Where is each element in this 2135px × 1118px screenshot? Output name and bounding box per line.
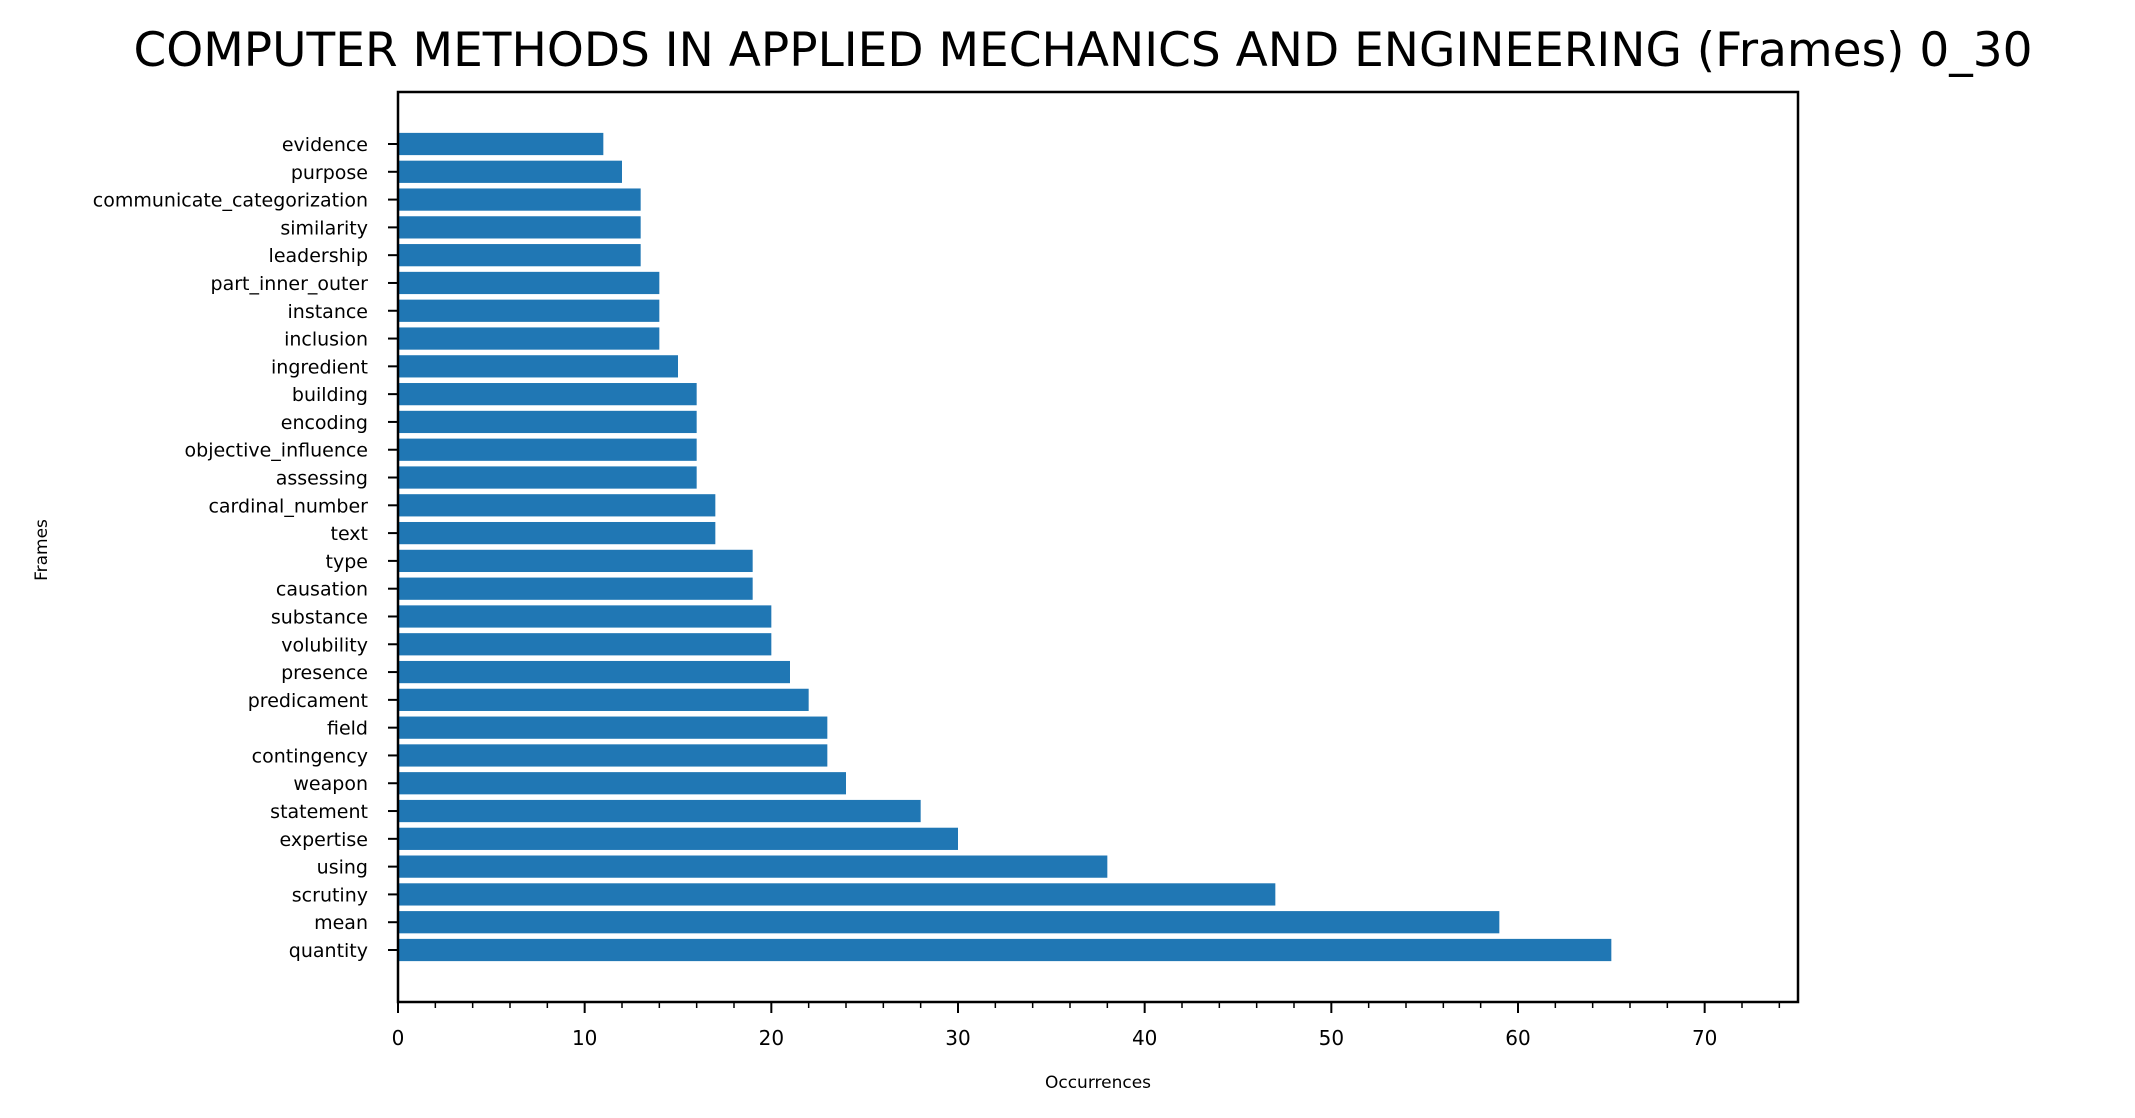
bar-part_inner_outer [398,271,660,295]
bar-mean [398,911,1500,934]
bar-causation [398,577,753,600]
x-tick-label: 30 [945,1026,970,1050]
x-tick-label: 20 [759,1026,784,1050]
bar-predicament [398,688,809,711]
bar-building [398,383,697,406]
y-axis-ticks: evidence purpose communicate_categorizatio… [93,134,398,962]
bar-assessing [398,466,697,489]
bar-instance [398,299,660,322]
bar-encoding [398,410,697,434]
y-tick-label: using [317,857,368,879]
bar-field [398,716,828,739]
bar-ingredient [398,355,678,378]
x-tick-label: 40 [1132,1026,1157,1050]
y-tick-label: field [327,718,368,740]
y-tick-label: building [292,384,368,406]
y-tick-label: weapon [293,773,368,795]
y-tick-label: purpose [291,162,368,184]
y-tick-label: inclusion [284,329,368,351]
bar-inclusion [398,327,660,350]
y-tick-label: ingredient [271,356,368,378]
bar-type [398,549,753,573]
x-tick-label: 70 [1692,1026,1717,1050]
x-axis-ticks: 0 10 20 30 40 50 60 70 [392,1002,1781,1050]
bar-cardinal_number [398,494,716,517]
y-tick-label: substance [271,606,368,628]
y-tick-label: encoding [281,412,368,434]
y-tick-label: evidence [282,134,368,156]
y-tick-label: type [326,551,368,573]
y-tick-label: objective_influence [185,440,368,462]
y-tick-label: instance [288,301,369,323]
x-tick-label: 50 [1319,1026,1344,1050]
bar-similarity [398,216,641,239]
bar-text [398,521,716,545]
x-tick-label: 10 [572,1026,597,1050]
bar-volubility [398,633,772,656]
x-tick-label: 60 [1505,1026,1530,1050]
y-tick-label: statement [270,801,368,823]
bar-purpose [398,160,622,183]
bar-communicate_categorization [398,188,641,211]
x-axis-label: Occurrences [1045,1073,1151,1093]
y-tick-label: communicate_categorization [93,190,368,212]
bar-presence [398,660,790,684]
y-tick-label: mean [314,912,368,934]
plot-frame [396,90,1800,1004]
y-tick-label: quantity [289,940,368,962]
chart-title: COMPUTER METHODS IN APPLIED MECHANICS AN… [133,23,2032,78]
bar-using [398,855,1108,878]
y-tick-label: part_inner_outer [211,273,369,295]
y-tick-label: volubility [281,634,368,656]
y-tick-label: presence [281,662,368,684]
y-tick-label: predicament [248,690,368,712]
bar-scrutiny [398,883,1276,906]
bar-objective_influence [398,438,697,461]
y-tick-label: text [331,523,369,545]
y-tick-label: contingency [252,745,368,767]
y-tick-label: similarity [280,217,368,239]
y-tick-label: causation [276,579,368,601]
bars-group [398,132,1612,962]
y-axis-label: Frames [32,519,52,581]
bar-weapon [398,772,846,795]
y-tick-label: assessing [276,468,368,490]
bar-evidence [398,132,604,156]
y-tick-label: scrutiny [292,884,368,906]
bar-quantity [398,938,1612,962]
bar-contingency [398,744,828,767]
y-tick-label: cardinal_number [208,495,368,517]
bar-expertise [398,827,958,850]
x-tick-label: 0 [392,1026,405,1050]
y-tick-label: leadership [269,245,368,267]
y-tick-label: expertise [280,829,368,851]
bar-statement [398,799,921,823]
bar-substance [398,605,772,628]
bar-leadership [398,244,641,267]
